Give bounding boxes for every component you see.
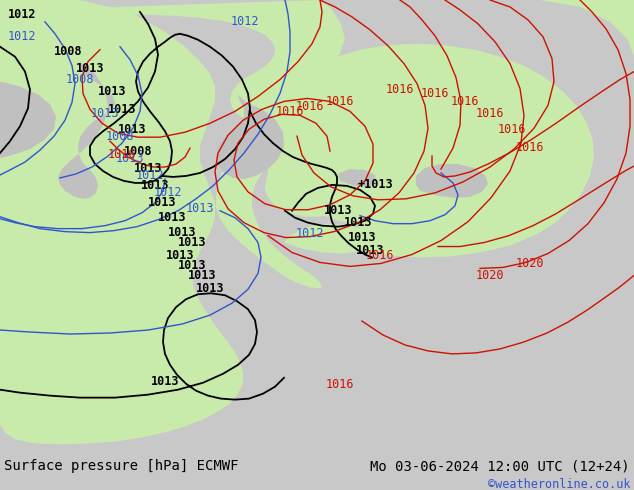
Polygon shape bbox=[540, 0, 634, 57]
Text: 1016: 1016 bbox=[421, 87, 450, 100]
Text: 1012: 1012 bbox=[8, 8, 36, 22]
Text: 1013: 1013 bbox=[196, 282, 224, 295]
Text: 1013: 1013 bbox=[178, 259, 206, 272]
Text: 1008: 1008 bbox=[66, 73, 94, 86]
Text: 1013: 1013 bbox=[151, 375, 179, 388]
Text: 1013: 1013 bbox=[356, 244, 384, 257]
Text: 1013: 1013 bbox=[108, 103, 136, 116]
Text: 1013: 1013 bbox=[165, 249, 194, 262]
Text: 1012: 1012 bbox=[295, 227, 324, 240]
Text: 1016: 1016 bbox=[515, 141, 544, 154]
Text: 1016: 1016 bbox=[451, 95, 479, 108]
Text: 1013: 1013 bbox=[348, 231, 376, 244]
Text: Surface pressure [hPa] ECMWF: Surface pressure [hPa] ECMWF bbox=[4, 460, 238, 473]
Text: 1013: 1013 bbox=[178, 236, 206, 249]
Text: 1008: 1008 bbox=[54, 45, 82, 58]
Text: 1020: 1020 bbox=[476, 269, 504, 282]
Text: ©weatheronline.co.uk: ©weatheronline.co.uk bbox=[488, 478, 630, 490]
Text: 1013: 1013 bbox=[116, 151, 145, 165]
Text: 1016: 1016 bbox=[108, 147, 136, 161]
Text: Mo 03-06-2024 12:00 UTC (12+24): Mo 03-06-2024 12:00 UTC (12+24) bbox=[370, 460, 630, 473]
Polygon shape bbox=[0, 0, 345, 129]
Text: 1016: 1016 bbox=[476, 107, 504, 120]
Text: 1012: 1012 bbox=[154, 186, 182, 199]
Text: 1016: 1016 bbox=[276, 105, 304, 118]
Polygon shape bbox=[338, 169, 376, 187]
Text: 1008: 1008 bbox=[106, 130, 134, 143]
Text: 1013: 1013 bbox=[344, 216, 372, 229]
Text: 1013: 1013 bbox=[98, 85, 126, 98]
Text: 1012: 1012 bbox=[136, 170, 164, 182]
Text: 1016: 1016 bbox=[326, 95, 354, 108]
Polygon shape bbox=[0, 12, 112, 214]
Text: 1013: 1013 bbox=[118, 122, 146, 136]
Text: 1016: 1016 bbox=[498, 122, 526, 136]
Text: 1016: 1016 bbox=[385, 83, 414, 96]
Text: 1016: 1016 bbox=[326, 378, 354, 391]
Text: 1012: 1012 bbox=[8, 30, 36, 43]
Text: +1013: +1013 bbox=[357, 178, 393, 192]
Text: 1013: 1013 bbox=[186, 202, 214, 215]
Polygon shape bbox=[284, 223, 372, 253]
Polygon shape bbox=[0, 0, 243, 444]
Text: 1013: 1013 bbox=[188, 269, 216, 282]
Polygon shape bbox=[0, 81, 56, 158]
Text: 1013: 1013 bbox=[75, 62, 104, 75]
Polygon shape bbox=[416, 164, 488, 198]
Polygon shape bbox=[266, 44, 594, 257]
Polygon shape bbox=[216, 151, 322, 288]
Polygon shape bbox=[386, 230, 432, 246]
Text: 1013: 1013 bbox=[168, 226, 197, 239]
Text: 1020: 1020 bbox=[515, 257, 544, 270]
Text: 1016: 1016 bbox=[366, 249, 394, 262]
Text: 1013: 1013 bbox=[134, 163, 162, 175]
Text: 1013: 1013 bbox=[158, 211, 186, 224]
Text: 1016: 1016 bbox=[295, 100, 324, 113]
Text: 1013: 1013 bbox=[141, 179, 169, 193]
Polygon shape bbox=[58, 62, 115, 199]
Text: 1008: 1008 bbox=[124, 145, 152, 158]
Polygon shape bbox=[216, 96, 284, 179]
Text: 1013: 1013 bbox=[148, 196, 176, 209]
Text: 1012: 1012 bbox=[231, 15, 259, 28]
Polygon shape bbox=[265, 159, 342, 217]
Text: 1013: 1013 bbox=[324, 204, 353, 217]
Text: 1013: 1013 bbox=[91, 107, 119, 120]
